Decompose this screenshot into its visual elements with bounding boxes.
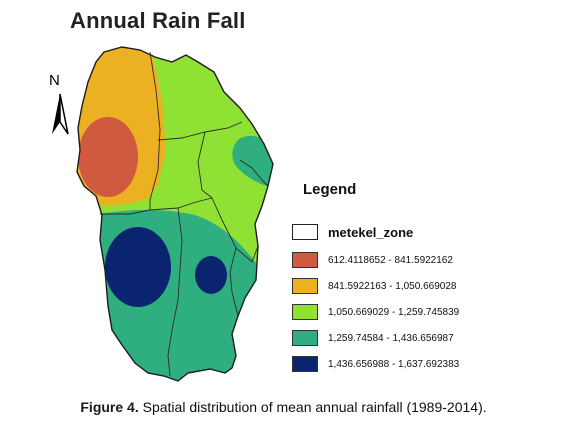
legend-swatch-class-5 <box>292 356 318 372</box>
class-zone-4a <box>77 209 273 381</box>
legend-item-class-3: 1,050.669029 - 1,259.745839 <box>292 302 459 322</box>
legend-zone-layer: metekel_zone <box>292 222 413 242</box>
legend-swatch-zone <box>292 224 318 240</box>
north-arrow-icon <box>52 93 69 135</box>
legend-label-class-5: 1,436.656988 - 1,637.692383 <box>328 358 460 370</box>
legend-swatch-class-1 <box>292 252 318 268</box>
legend-label-class-3: 1,050.669029 - 1,259.745839 <box>328 306 460 318</box>
legend-label-class-1: 612.4118652 - 841.5922162 <box>328 254 453 266</box>
legend-label-class-4: 1,259.74584 - 1,436.656987 <box>328 332 454 344</box>
class-zone-5a <box>105 227 171 307</box>
legend-item-class-5: 1,436.656988 - 1,637.692383 <box>292 354 459 374</box>
north-label: N <box>49 72 60 89</box>
figure-caption: Figure 4. Spatial distribution of mean a… <box>0 399 567 415</box>
class-zone-4b <box>232 135 273 188</box>
legend-swatch-class-2 <box>292 278 318 294</box>
legend-item-class-2: 841.5922163 - 1,050.669028 <box>292 276 456 296</box>
figure-caption-label: Figure 4. <box>80 399 139 415</box>
legend-label-class-2: 841.5922163 - 1,050.669028 <box>328 280 457 292</box>
legend-title: Legend <box>303 181 357 198</box>
legend-swatch-class-3 <box>292 304 318 320</box>
map-title: Annual Rain Fall <box>70 8 246 33</box>
legend-zone-label: metekel_zone <box>328 224 414 240</box>
legend-item-class-1: 612.4118652 - 841.5922162 <box>292 250 453 270</box>
woreda-boundaries <box>100 51 269 377</box>
legend-swatch-class-4 <box>292 330 318 346</box>
legend-item-class-4: 1,259.74584 - 1,436.656987 <box>292 328 454 348</box>
class-zone-5b <box>195 256 227 294</box>
figure-caption-text: Spatial distribution of mean annual rain… <box>138 399 487 415</box>
class-zone-1 <box>78 117 138 197</box>
